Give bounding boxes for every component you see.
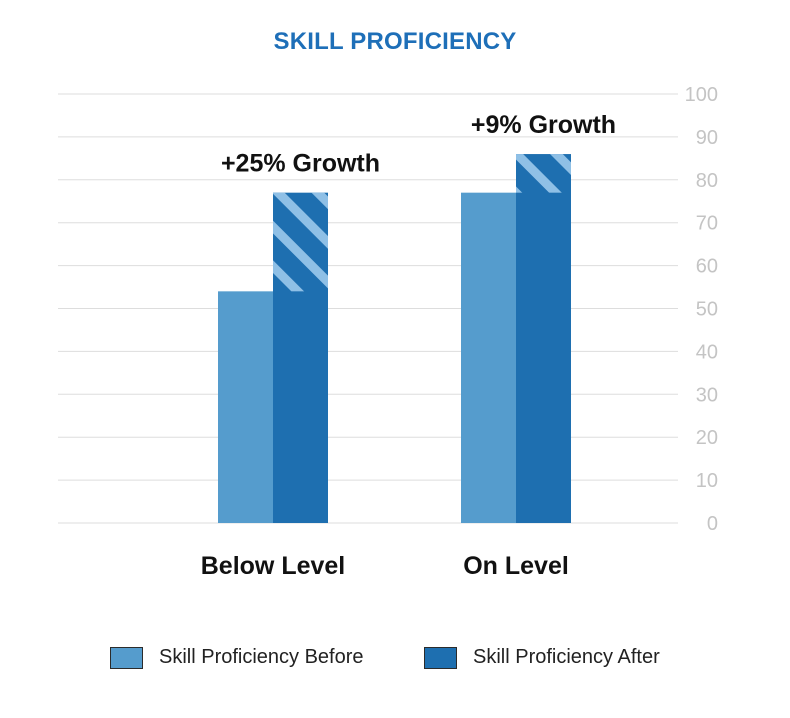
growth-hatch-2 <box>516 154 571 193</box>
y-tick-label: 30 <box>696 384 718 406</box>
legend-swatch-before <box>110 646 143 669</box>
bar-chart: 0 10 20 30 40 50 60 70 80 90 100 Below Level +25% G… <box>58 84 718 580</box>
bar-before-1 <box>218 291 273 523</box>
legend-label-before: Skill Proficiency Before <box>159 646 364 668</box>
y-tick-label: 100 <box>685 84 718 106</box>
y-tick-label: 20 <box>696 427 718 449</box>
bar-after-2 <box>516 154 571 523</box>
bar-before-2 <box>461 192 516 524</box>
y-tick-label: 80 <box>696 170 718 192</box>
legend-label-after: Skill Proficiency After <box>473 646 660 668</box>
category-label: On Level <box>463 552 569 580</box>
growth-annotation: +9% Growth <box>471 111 616 139</box>
legend-swatch-after <box>424 646 457 669</box>
y-tick-label: 70 <box>696 213 718 235</box>
growth-hatch-1 <box>273 192 328 292</box>
y-tick-label: 50 <box>696 299 718 321</box>
y-tick-label: 10 <box>696 470 718 492</box>
y-tick-label: 0 <box>707 513 718 535</box>
y-tick-label: 40 <box>696 341 718 363</box>
growth-annotation: +25% Growth <box>221 150 380 178</box>
chart-title: SKILL PROFICIENCY <box>273 28 517 55</box>
category-label: Below Level <box>201 552 346 580</box>
legend-item-before: Skill Proficiency Before <box>110 646 364 669</box>
y-tick-label: 60 <box>696 256 718 278</box>
y-tick-label: 90 <box>696 127 718 149</box>
legend-item-after: Skill Proficiency After <box>424 646 660 669</box>
